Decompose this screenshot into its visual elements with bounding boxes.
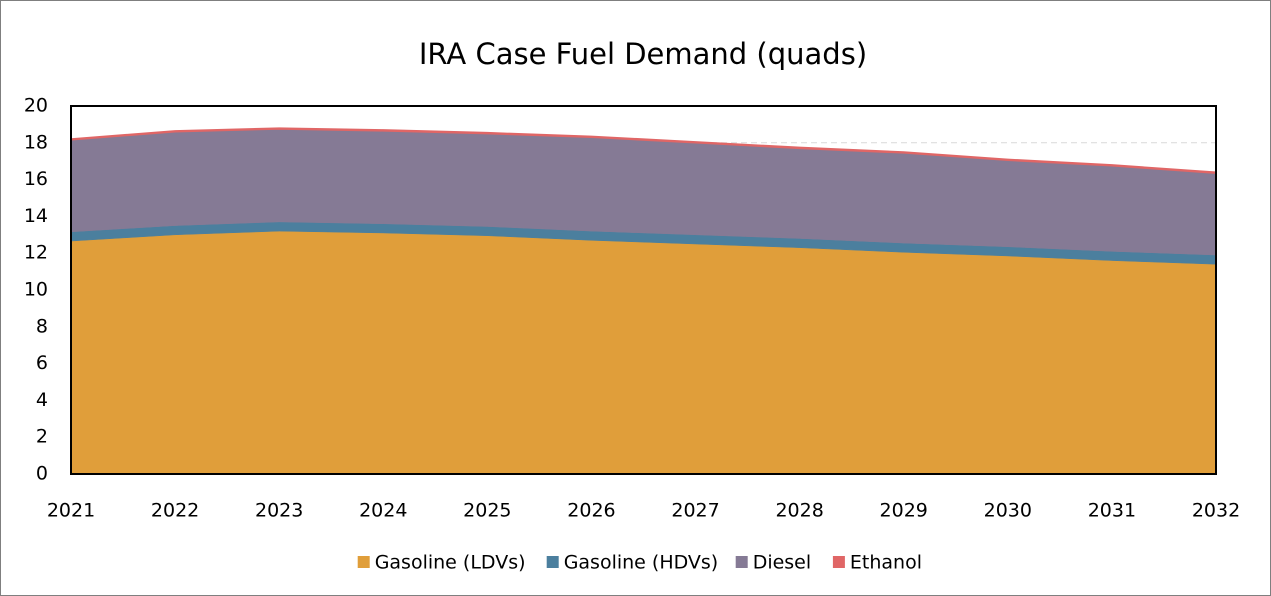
x-tick-label: 2025: [463, 500, 511, 522]
y-tick-label: 2: [36, 426, 48, 448]
x-tick-label: 2030: [984, 500, 1032, 522]
y-tick-label: 0: [36, 463, 48, 485]
legend-label: Diesel: [753, 552, 811, 574]
y-tick-label: 14: [24, 205, 48, 227]
x-tick-label: 2026: [567, 500, 615, 522]
plot-frame: [70, 105, 1217, 475]
y-tick-label: 8: [36, 315, 48, 337]
y-tick-label: 18: [24, 131, 48, 153]
x-tick-label: 2032: [1192, 500, 1240, 522]
legend-swatch: [832, 556, 845, 568]
legend-swatch: [357, 556, 370, 568]
y-tick-label: 6: [36, 352, 48, 374]
chart-title: IRA Case Fuel Demand (quads): [419, 37, 867, 71]
legend-label: Gasoline (LDVs): [375, 552, 526, 574]
legend-swatch: [546, 556, 559, 568]
x-tick-label: 2031: [1088, 500, 1136, 522]
y-tick-label: 20: [24, 95, 48, 117]
legend-swatch: [735, 556, 748, 568]
area: [70, 230, 1217, 475]
x-tick-label: 2023: [255, 500, 303, 522]
x-tick-label: 2028: [775, 500, 823, 522]
x-tick-label: 2021: [47, 500, 95, 522]
y-tick-label: 4: [36, 389, 48, 411]
legend-label: Gasoline (HDVs): [564, 552, 719, 574]
y-tick-label: 10: [24, 279, 48, 301]
legend-label: Ethanol: [850, 552, 922, 574]
y-tick-label: 12: [24, 242, 48, 264]
x-tick-label: 2029: [880, 500, 928, 522]
y-tick-label: 16: [24, 168, 48, 190]
x-tick-label: 2022: [151, 500, 199, 522]
x-tick-label: 2027: [671, 500, 719, 522]
x-tick-label: 2024: [359, 500, 407, 522]
